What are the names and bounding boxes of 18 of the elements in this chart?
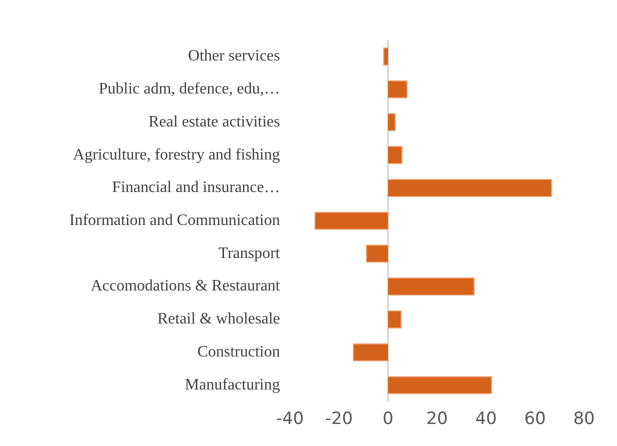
y-tick-label: Accomodations & Restaurant [90,278,281,295]
x-tick-label: 20 [426,409,448,430]
x-tick-label: -40 [276,409,304,430]
y-tick-label: Transport [218,244,281,262]
y-tick-label: Agriculture, forestry and fishing [72,146,280,164]
y-tick-label: Information and Communication [69,212,280,230]
x-tick-label: 0 [382,409,394,430]
x-tick-label: 80 [573,409,595,430]
y-tick-label: Financial and insurance… [112,179,280,196]
y-tick-label: Real estate activities [148,113,280,130]
x-tick-label: -20 [325,409,353,430]
x-tick-label: 40 [475,409,497,430]
y-tick-label: Construction [197,343,280,360]
y-tick-label: Public adm, defence, edu,… [98,80,280,98]
y-tick-label: Manufacturing [184,376,280,394]
y-tick-label: Other services [188,48,280,65]
x-tick-label: 60 [524,409,546,430]
y-tick-label: Retail & wholesale [157,310,280,328]
